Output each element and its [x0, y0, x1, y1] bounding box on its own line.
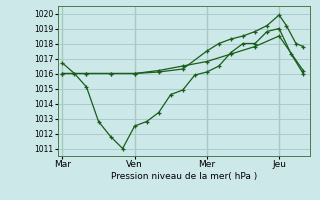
X-axis label: Pression niveau de la mer( hPa ): Pression niveau de la mer( hPa ) [111, 172, 257, 181]
